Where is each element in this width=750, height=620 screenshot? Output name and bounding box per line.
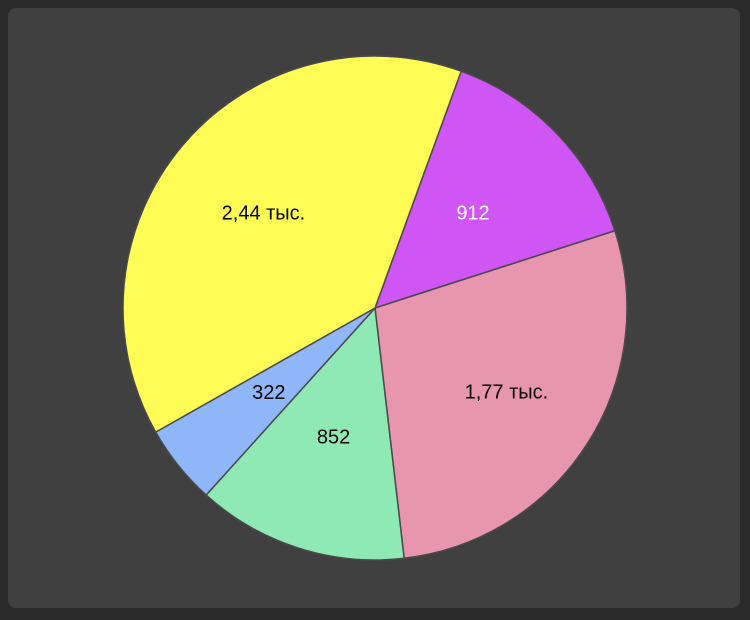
pie-slices [122, 55, 628, 561]
pie-labels: 912 1,77 тыс. 852 322 2,44 тыс. [222, 203, 549, 449]
slice-label: 852 [317, 427, 350, 449]
slice-label: 912 [456, 203, 489, 225]
pie-slice [374, 229, 628, 560]
pie-slice [373, 70, 616, 310]
slice-label: 1,77 тыс. [465, 382, 549, 404]
slice-label: 322 [252, 382, 285, 404]
pie-slice [122, 55, 463, 434]
pie-slice [205, 306, 405, 561]
slice-label: 2,44 тыс. [222, 203, 306, 225]
